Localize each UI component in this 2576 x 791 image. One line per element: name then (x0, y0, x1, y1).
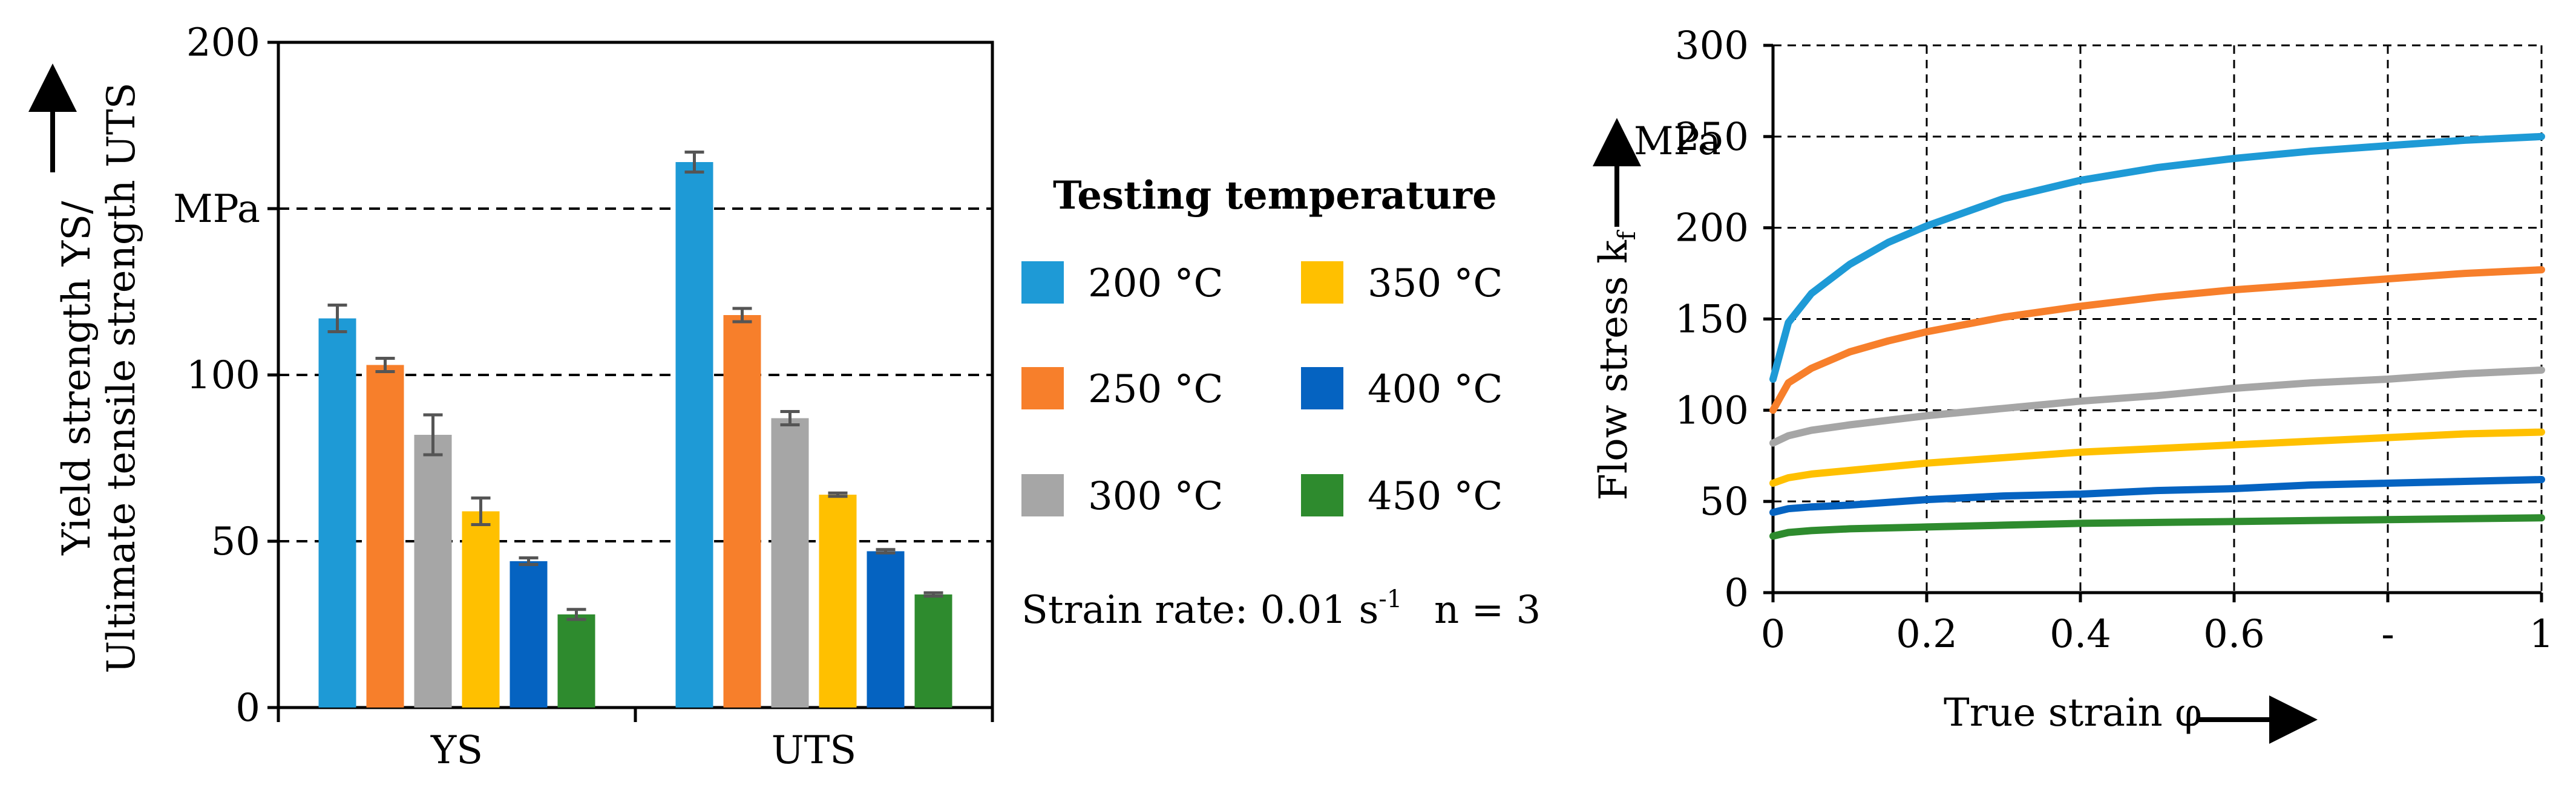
line-chart-x-tick-label: 0.4 (2050, 612, 2111, 657)
bar-chart-y-tick-label: MPa (173, 187, 260, 232)
legend-label-300: 300 °C (1088, 474, 1223, 519)
bar-chart-x-tick-label: UTS (772, 728, 856, 773)
line-chart-x-tick-label: 0 (1761, 612, 1786, 657)
bar-uts-200 (675, 162, 713, 708)
line-chart-y-tick-label: 100 (1675, 388, 1749, 433)
line-chart-xlabel: True strain φ (1944, 691, 2202, 735)
bar-chart-ylabel-line1: Yield strength YS/ (54, 201, 99, 556)
legend-label-400: 400 °C (1368, 367, 1503, 412)
bar-ys-350 (462, 511, 500, 708)
legend-label-250: 250 °C (1088, 367, 1223, 412)
curve-300 (1769, 366, 2545, 447)
legend-label-450: 450 °C (1368, 474, 1503, 519)
bar-chart: 0 50 100 MPa 200 YS UTS Yield strength YS/ Ul… (28, 21, 994, 773)
line-chart-x-tick-label: 1 (2529, 612, 2554, 657)
bar-ys-450 (557, 614, 595, 708)
curve-250 (1769, 266, 2545, 414)
legend-label-350: 350 °C (1368, 261, 1503, 306)
legend-swatch-400 (1301, 367, 1343, 409)
line-chart-series (1769, 132, 2545, 540)
bar-ys-400 (510, 561, 548, 708)
line-chart-y-tick-label: 150 (1675, 298, 1749, 342)
bar-uts-450 (914, 594, 952, 708)
line-chart-y-unit: MPa (1634, 119, 1721, 164)
line-chart-x-tick-label: 0.6 (2203, 612, 2265, 657)
strain-rate-note: Strain rate: 0.01 s-1 (1021, 585, 1402, 633)
line-chart-y-tick-label: 50 (1700, 480, 1749, 524)
bar-chart-x-tick-label: YS (430, 728, 483, 773)
bar-chart-y-tick-label: 50 (211, 519, 260, 564)
line-chart-y-tick-label: 200 (1675, 206, 1749, 251)
legend-swatch-450 (1301, 474, 1343, 516)
bar-ys-200 (318, 318, 356, 708)
legend-swatch-200 (1021, 261, 1064, 304)
bar-ys-300 (414, 435, 452, 708)
curve-400 (1769, 476, 2545, 516)
bar-chart-x-axis: YS UTS (277, 708, 994, 773)
line-chart-y-tick-label: 250 (1675, 115, 1749, 160)
bar-chart-y-tick-label: 0 (235, 686, 260, 731)
legend-swatch-350 (1301, 261, 1343, 304)
bar-uts-400 (867, 551, 905, 708)
legend-items: 200 °C 250 °C 300 °C 350 °C 400 °C 450 °C (1021, 261, 1503, 519)
curve-450 (1769, 514, 2545, 540)
line-chart-ylabel: Flow stress kf (1591, 229, 1641, 500)
line-chart-x-tick-label: - (2381, 612, 2394, 657)
line-chart-y-tick-label: 0 (1724, 571, 1749, 616)
legend-swatch-300 (1021, 474, 1064, 516)
line-chart-x-tick-label: 0.2 (1896, 612, 1958, 657)
bar-uts-350 (819, 495, 857, 708)
bar-chart-y-ticks: 0 50 100 MPa 200 (173, 21, 278, 731)
curve-200 (1769, 132, 2545, 383)
line-chart-grid (1773, 44, 2543, 593)
curve-350 (1769, 428, 2545, 487)
sample-count-note: n = 3 (1434, 588, 1541, 633)
bar-ys-250 (366, 365, 404, 708)
bar-chart-bars (318, 151, 952, 708)
bar-uts-300 (771, 418, 809, 708)
legend-swatch-250 (1021, 367, 1064, 409)
bar-chart-y-tick-label: 200 (186, 21, 260, 65)
legend-label-200: 200 °C (1088, 261, 1223, 306)
legend: Testing temperature 200 °C 250 °C 300 °C 35… (1021, 173, 1541, 633)
line-chart-y-tick-label: 300 (1675, 24, 1749, 68)
bar-chart-y-tick-label: 100 (186, 353, 260, 398)
line-chart: 0 50 100 150 200 250 300 0 0.2 0.4 0.6 - 1 MPa Flow … (1591, 24, 2554, 744)
bar-uts-250 (723, 315, 761, 708)
legend-title: Testing temperature (1053, 173, 1497, 218)
line-chart-ticks: 0 50 100 150 200 250 300 0 0.2 0.4 0.6 - 1 (1675, 24, 2554, 657)
bar-chart-ylabel-line2: Ultimate tensile strength UTS (99, 82, 144, 673)
